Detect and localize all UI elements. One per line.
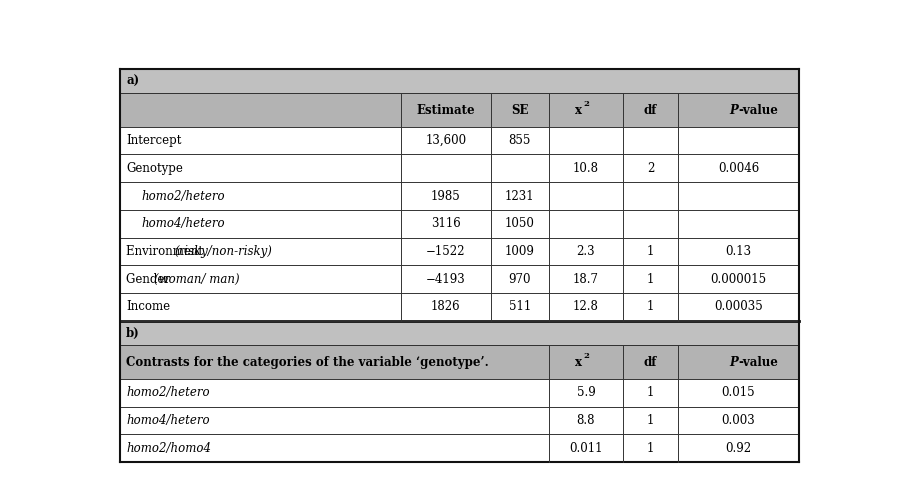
Text: 1: 1: [647, 386, 654, 399]
Bar: [120, 69, 799, 93]
Text: Intercept: Intercept: [126, 134, 181, 147]
Text: −1522: −1522: [426, 245, 466, 258]
Text: (risky/non-risky): (risky/non-risky): [175, 245, 273, 258]
Text: b): b): [126, 326, 140, 340]
Text: 1: 1: [647, 300, 654, 314]
Text: 970: 970: [509, 273, 531, 285]
Text: x: x: [575, 104, 582, 116]
Text: 1231: 1231: [505, 189, 535, 203]
Text: homo2/homo4: homo2/homo4: [126, 442, 211, 455]
Text: 1: 1: [647, 442, 654, 455]
Text: Genotype: Genotype: [126, 162, 183, 175]
Text: df: df: [644, 355, 658, 369]
Text: x: x: [575, 355, 582, 369]
Text: 13,600: 13,600: [425, 134, 466, 147]
Text: (woman/ man): (woman/ man): [154, 273, 239, 285]
Text: 18.7: 18.7: [573, 273, 599, 285]
Text: a): a): [126, 74, 139, 87]
Text: 855: 855: [509, 134, 531, 147]
Text: SE: SE: [511, 104, 528, 116]
Text: 511: 511: [509, 300, 531, 314]
Text: 0.000015: 0.000015: [710, 273, 767, 285]
Text: 2: 2: [583, 101, 589, 108]
Text: 1: 1: [647, 245, 654, 258]
Text: 2.3: 2.3: [577, 245, 596, 258]
Text: Income: Income: [126, 300, 170, 314]
Text: 1826: 1826: [431, 300, 461, 314]
Text: 12.8: 12.8: [573, 300, 599, 314]
Bar: [120, 93, 799, 127]
Text: 1985: 1985: [431, 189, 461, 203]
Text: -value: -value: [738, 355, 779, 369]
Text: 0.015: 0.015: [722, 386, 755, 399]
Text: Estimate: Estimate: [416, 104, 475, 116]
Text: homo4/hetero: homo4/hetero: [142, 217, 225, 230]
Text: Gender: Gender: [126, 273, 174, 285]
Text: homo2/hetero: homo2/hetero: [126, 386, 210, 399]
Text: Contrasts for the categories of the variable ‘genotype’.: Contrasts for the categories of the vari…: [126, 355, 489, 369]
Text: Environment: Environment: [126, 245, 207, 258]
Text: P: P: [729, 355, 738, 369]
Bar: [120, 321, 799, 346]
Text: 2: 2: [583, 352, 589, 360]
Text: −4193: −4193: [426, 273, 466, 285]
Text: 0.0046: 0.0046: [718, 162, 759, 175]
Text: P: P: [729, 104, 738, 116]
Text: 3116: 3116: [431, 217, 461, 230]
Text: 0.00035: 0.00035: [714, 300, 762, 314]
Text: 0.13: 0.13: [726, 245, 752, 258]
Text: 0.011: 0.011: [569, 442, 603, 455]
Text: 10.8: 10.8: [573, 162, 599, 175]
Text: 0.003: 0.003: [721, 414, 755, 427]
Text: 1050: 1050: [505, 217, 535, 230]
Text: 5.9: 5.9: [577, 386, 596, 399]
Text: 8.8: 8.8: [577, 414, 595, 427]
Text: 1: 1: [647, 273, 654, 285]
Text: 1009: 1009: [505, 245, 535, 258]
Text: homo2/hetero: homo2/hetero: [142, 189, 225, 203]
Text: 2: 2: [647, 162, 654, 175]
Text: df: df: [644, 104, 658, 116]
Text: 0.92: 0.92: [726, 442, 752, 455]
Text: -value: -value: [738, 104, 779, 116]
Bar: [120, 346, 799, 379]
Text: homo4/hetero: homo4/hetero: [126, 414, 210, 427]
Text: 1: 1: [647, 414, 654, 427]
